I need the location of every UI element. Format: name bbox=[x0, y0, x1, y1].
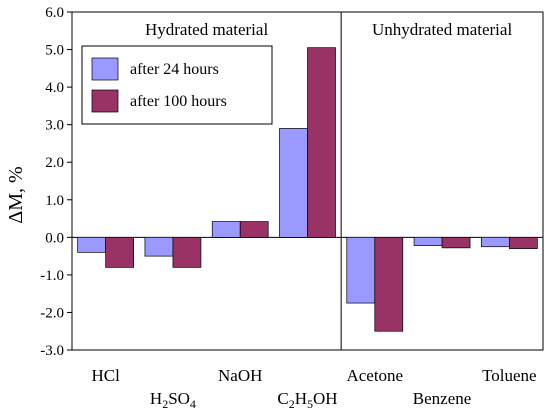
y-tick-label: 3.0 bbox=[45, 118, 64, 134]
y-axis-label: ΔM, % bbox=[5, 166, 27, 223]
y-axis: 6.0 5.0 4.0 3.0 2.0 1.0 0.0 -1.0 -2.0 -3.0 bbox=[40, 5, 72, 359]
x-axis: HCl H2SO4 NaOH C2H5OH Acetone Benzene Toluene bbox=[91, 366, 536, 411]
x-tick-label: H2SO4 bbox=[150, 389, 196, 411]
bar bbox=[441, 236, 471, 249]
y-tick-label: 2.0 bbox=[45, 155, 64, 171]
y-tick-label: 0.0 bbox=[45, 230, 64, 246]
y-tick-label: 4.0 bbox=[45, 80, 64, 96]
bar bbox=[172, 236, 202, 268]
x-tick-label: Benzene bbox=[413, 389, 472, 408]
bar bbox=[105, 236, 134, 268]
legend: after 24 hours after 100 hours bbox=[81, 45, 273, 125]
bars-group bbox=[77, 47, 538, 332]
x-tick-label: Acetone bbox=[346, 366, 403, 385]
x-tick-label: Toluene bbox=[482, 366, 537, 385]
bar bbox=[279, 128, 308, 238]
plot-border bbox=[71, 11, 544, 351]
legend-swatch bbox=[91, 89, 119, 113]
bar bbox=[307, 47, 336, 238]
x-tick-label: C2H5OH bbox=[277, 389, 337, 411]
bar bbox=[481, 236, 510, 248]
x-tick-label: NaOH bbox=[218, 366, 262, 385]
regions-group: Hydrated material Unhydrated material bbox=[145, 12, 512, 350]
bar bbox=[239, 221, 269, 238]
bar bbox=[77, 236, 106, 253]
bar bbox=[144, 236, 174, 257]
legend-swatch bbox=[91, 57, 119, 81]
bar bbox=[346, 236, 376, 304]
legend-label: after 24 hours bbox=[130, 61, 219, 78]
x-tick-label: HCl bbox=[91, 366, 120, 385]
bar bbox=[374, 236, 404, 332]
y-tick-label: 5.0 bbox=[45, 43, 64, 59]
y-tick-label: 1.0 bbox=[45, 193, 64, 209]
bar bbox=[211, 221, 241, 238]
region-label: Unhydrated material bbox=[372, 20, 512, 39]
bar bbox=[509, 236, 538, 249]
y-tick-label: -3.0 bbox=[40, 343, 64, 359]
y-tick-label: -1.0 bbox=[40, 268, 64, 284]
y-tick-label: 6.0 bbox=[45, 5, 64, 21]
legend-label: after 100 hours bbox=[130, 93, 227, 110]
region-label: Hydrated material bbox=[145, 20, 268, 39]
y-tick-label: -2.0 bbox=[40, 305, 64, 321]
bar bbox=[413, 236, 443, 246]
